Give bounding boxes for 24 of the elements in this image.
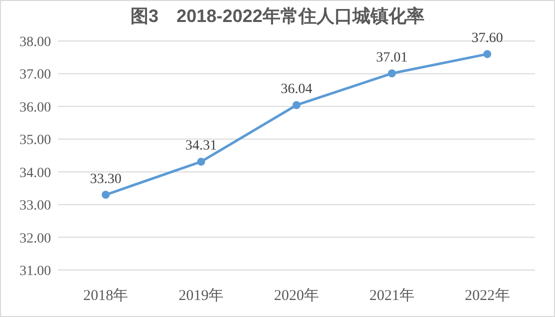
y-tick-label: 31.00 [20,264,51,279]
y-tick-label: 36.00 [20,100,51,116]
y-tick-label: 37.00 [20,68,51,83]
data-label: 37.60 [472,31,504,46]
y-tick-label: 34.00 [20,166,51,181]
x-tick-label: 2018年 [83,287,128,304]
point [197,158,206,166]
chart-title: 图3 2018-2022年常住人口城镇化率 [130,6,425,26]
x-tick-label: 2022年 [464,287,510,304]
x-tick-label: 2020年 [274,287,319,304]
point [388,69,396,78]
data-label: 34.31 [185,138,217,154]
data-label: 36.04 [280,82,312,98]
y-tick-label: 33.00 [20,198,51,214]
point [483,50,492,58]
y-tick-label: 38.00 [20,35,51,50]
x-tick-label: 2021年 [369,287,414,304]
x-tick-label: 2019年 [178,287,224,304]
data-label: 33.30 [90,172,122,187]
y-tick-label: 32.00 [20,231,51,246]
y-tick-label: 35.00 [20,133,51,148]
point [102,190,110,199]
point [292,101,300,110]
data-label: 37.01 [376,50,408,66]
